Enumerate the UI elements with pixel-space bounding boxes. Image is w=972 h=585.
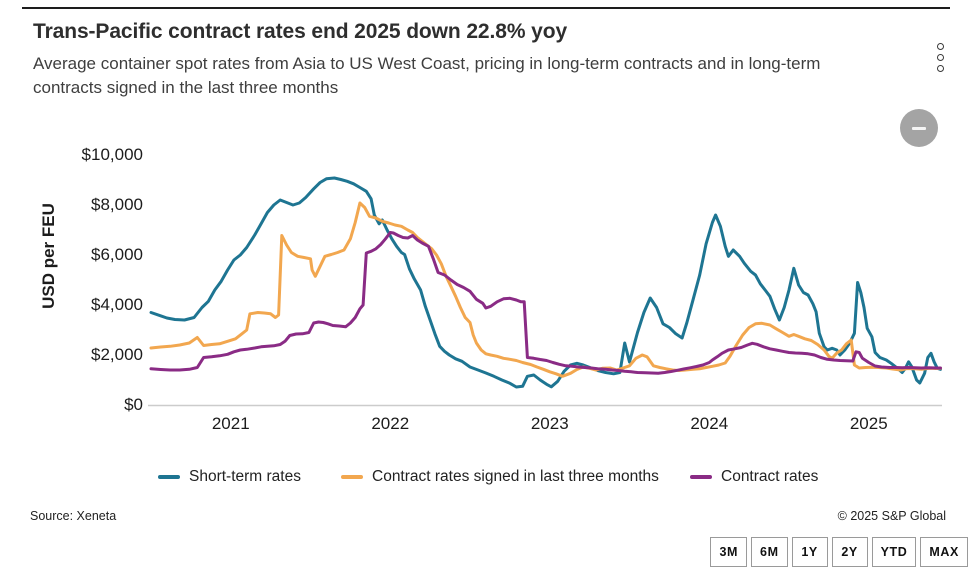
minus-icon [912,127,926,130]
y-tick-label: $6,000 [91,245,143,264]
page-title: Trans-Pacific contract rates end 2025 do… [33,20,568,43]
legend-label: Short-term rates [189,468,301,485]
kebab-menu-icon[interactable] [935,43,945,76]
legend-swatch-teal [158,475,180,479]
y-tick-label: $8,000 [91,195,143,214]
series-line-contract-rates [149,231,942,375]
kebab-dot [936,65,944,72]
y-tick-label: $10,000 [81,145,143,164]
range-button-3m[interactable]: 3M [710,537,748,567]
y-tick-label: $0 [124,395,143,414]
y-tick-label: $2,000 [91,345,143,364]
x-tick-label: 2022 [371,414,410,433]
range-button-2y[interactable]: 2Y [831,537,868,567]
kebab-dot [936,43,944,50]
legend-swatch-purple [690,475,712,479]
legend-swatch-orange [341,475,363,479]
legend-item-contract-rates-signed: Contract rates signed in last three mont… [341,468,659,486]
legend-label: Contract rates [721,468,819,485]
series-line-short-term-rates [149,176,942,389]
source-text: Source: Xeneta [30,509,117,523]
kebab-dot [936,54,944,61]
range-button-ytd[interactable]: YTD [871,537,917,567]
chart-subtitle: Average container spot rates from Asia t… [33,54,821,98]
y-tick-label: $4,000 [91,295,143,314]
top-divider [22,7,950,9]
range-button-6m[interactable]: 6M [751,537,788,567]
legend-item-contract-rates: Contract rates [690,468,818,486]
legend-label: Contract rates signed in last three mont… [372,468,659,485]
x-tick-label: 2023 [530,414,569,433]
copyright-text: © 2025 S&P Global [837,509,946,523]
legend-item-short-term-rates: Short-term rates [158,468,301,486]
range-button-1y[interactable]: 1Y [791,537,828,567]
range-button-row: 3M 6M 1Y 2Y YTD MAX [710,537,968,567]
x-tick-label: 2021 [211,414,250,433]
range-button-max[interactable]: MAX [920,537,968,567]
series-line-contract-rates-signed-last-three-months [149,201,942,378]
x-tick-label: 2025 [849,414,888,433]
collapse-button[interactable] [900,109,938,147]
x-tick-label: 2024 [690,414,729,433]
